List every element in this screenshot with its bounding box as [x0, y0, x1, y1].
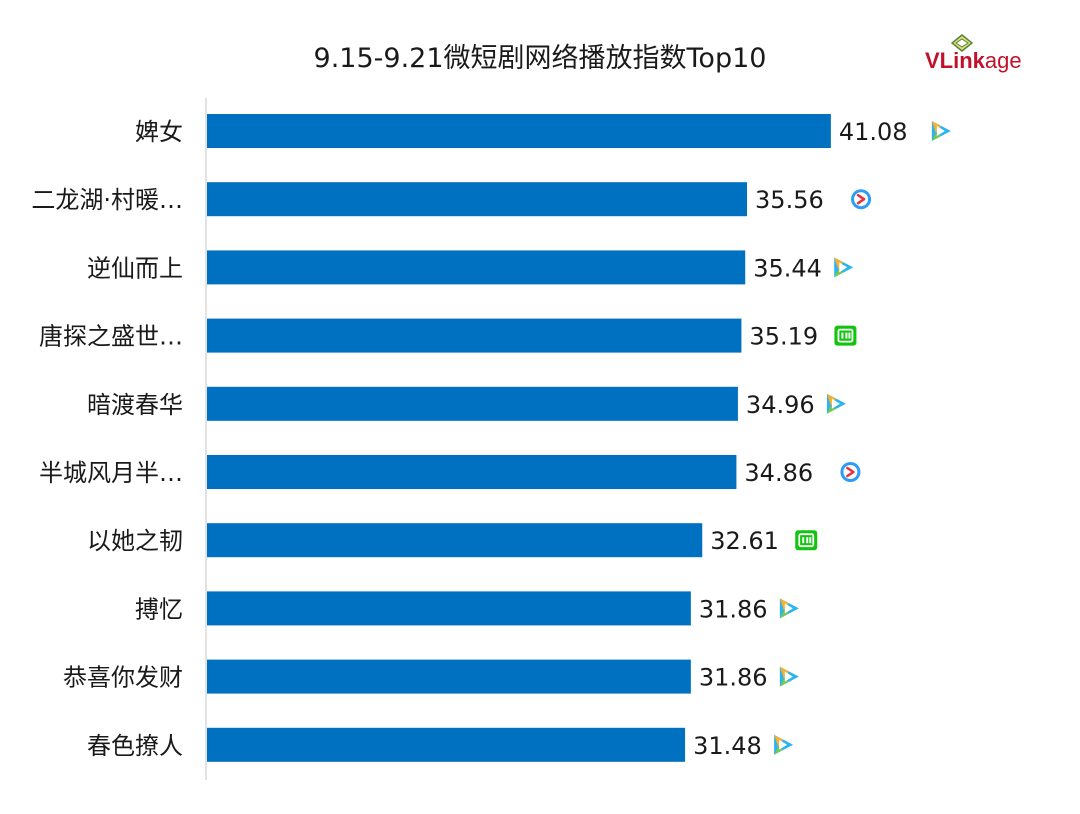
value-label: 35.44 — [753, 254, 822, 282]
logo-text-bold: VLink — [925, 48, 985, 73]
category-label: 恭喜你发财 — [63, 664, 183, 692]
youku-icon — [851, 189, 872, 210]
value-label: 34.96 — [746, 391, 815, 419]
iqiyi-icon — [795, 530, 818, 551]
logo-text-light: age — [984, 48, 1022, 73]
category-label: 搏忆 — [135, 595, 183, 623]
value-label: 35.56 — [755, 186, 824, 214]
chart-title: 9.15-9.21微短剧网络播放指数Top10 — [313, 43, 767, 74]
value-label: 31.48 — [693, 732, 762, 760]
bar — [207, 591, 691, 626]
category-label: 唐探之盛世… — [39, 323, 183, 351]
bar — [207, 386, 738, 421]
tencent-video-icon — [826, 393, 846, 414]
vlinkage-logo: VLinkage — [925, 34, 1035, 74]
bar — [207, 455, 737, 489]
category-label: 二龙湖·村暖… — [31, 186, 183, 214]
category-label: 逆仙而上 — [87, 254, 183, 282]
bar — [207, 727, 686, 762]
value-label: 41.08 — [839, 118, 908, 146]
tencent-video-icon — [779, 598, 799, 619]
value-label: 31.86 — [699, 595, 768, 623]
tencent-video-icon — [931, 121, 951, 141]
bar — [207, 182, 748, 217]
category-label: 暗渡春华 — [87, 391, 183, 419]
logo-diamond-icon — [951, 34, 973, 52]
value-label: 34.86 — [744, 459, 813, 487]
bar — [207, 659, 691, 694]
value-label: 32.61 — [710, 527, 779, 555]
category-label: 以她之韧 — [87, 527, 183, 555]
tencent-video-icon — [774, 734, 794, 755]
bar — [207, 523, 703, 558]
value-label: 35.19 — [749, 323, 818, 351]
category-label: 半城风月半… — [39, 459, 183, 487]
category-label: 春色撩人 — [87, 732, 183, 760]
iqiyi-icon — [834, 325, 857, 346]
value-label: 31.86 — [699, 664, 768, 692]
bar — [207, 250, 746, 285]
youku-icon — [840, 462, 861, 482]
tencent-video-icon — [779, 666, 799, 687]
bar — [207, 114, 831, 148]
bar — [207, 318, 742, 353]
tencent-video-icon — [834, 257, 854, 278]
category-label: 婢女 — [135, 118, 183, 146]
